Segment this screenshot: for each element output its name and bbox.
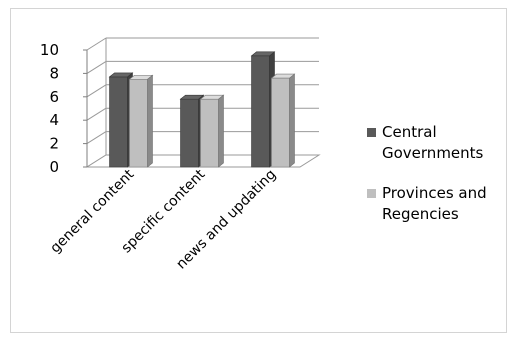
legend-label: Governments [382, 144, 484, 162]
bar-front [109, 76, 128, 168]
bar-front [180, 98, 199, 168]
bar [250, 51, 276, 168]
bar-side [218, 94, 224, 168]
bar [270, 73, 296, 168]
gridline-side [86, 60, 107, 74]
bar-front [200, 98, 219, 168]
y-tick-label: 0 [49, 158, 59, 176]
legend-label: Regencies [382, 205, 459, 223]
bar-front [129, 78, 148, 168]
gridline-side [86, 84, 107, 98]
gridline-side [86, 37, 107, 51]
y-tick-label: 10 [40, 41, 59, 59]
legend-label: Provinces and [382, 184, 487, 202]
legend-label: Central [382, 123, 437, 141]
bar-side [289, 73, 295, 168]
bar-front [251, 55, 270, 168]
y-tick-label: 6 [49, 88, 59, 106]
bar-top [179, 94, 205, 100]
gridline-side [86, 131, 107, 145]
bar-top [250, 51, 276, 57]
y-tick-label: 4 [49, 111, 59, 129]
bar-side [147, 74, 153, 168]
y-tick-label: 8 [49, 64, 59, 82]
bar-top [128, 74, 154, 80]
bar-top [108, 72, 134, 78]
legend-swatch [367, 189, 376, 198]
y-tick-labels: 0 2 4 6 8 10 [40, 41, 59, 176]
bar-top [270, 73, 296, 79]
gridline-side [86, 107, 107, 121]
y-tick-label: 2 [49, 135, 59, 153]
bar [199, 94, 225, 168]
legend-swatch [367, 128, 376, 137]
bar [179, 94, 205, 168]
bar-front [271, 77, 290, 168]
legend: Central Governments Provinces and Regencies [367, 123, 487, 223]
bar [128, 74, 154, 168]
bar-top [199, 94, 225, 100]
bar [108, 72, 134, 168]
bars [108, 51, 296, 168]
